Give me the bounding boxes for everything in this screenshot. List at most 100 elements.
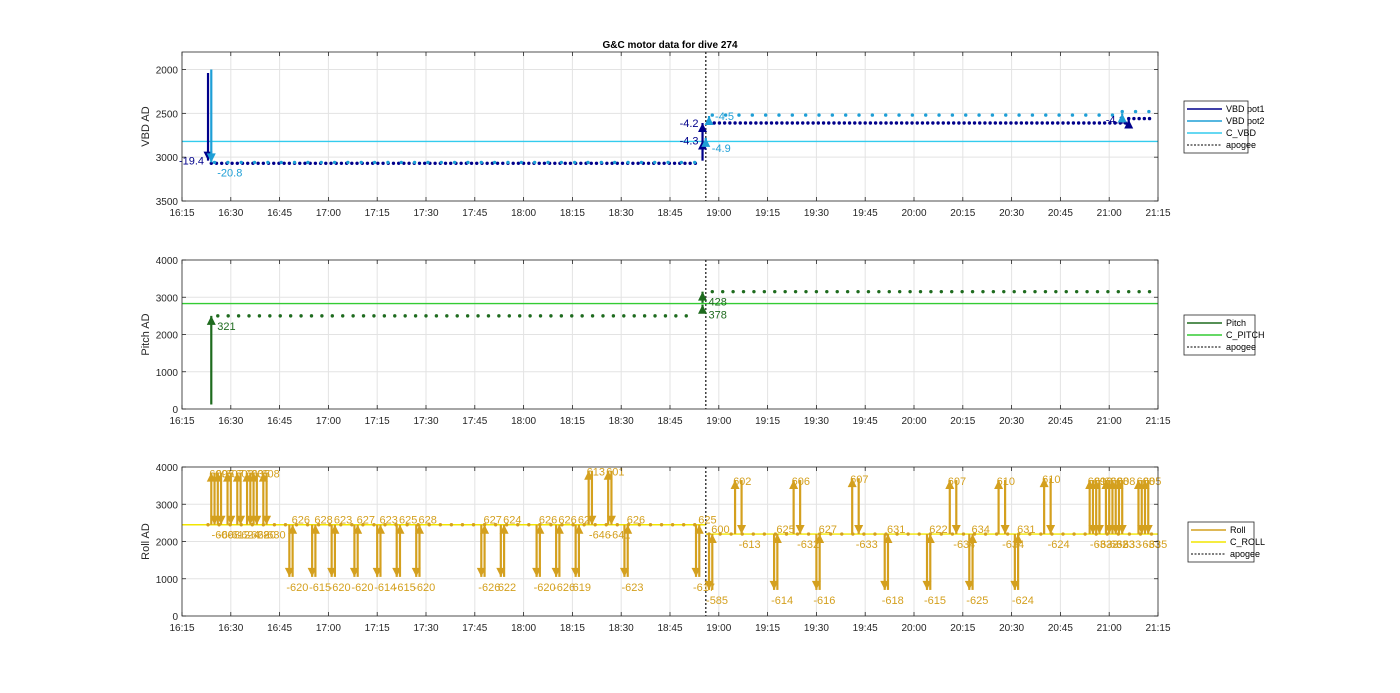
data-point-roll <box>994 532 999 536</box>
data-point-vbd-pot1 <box>339 161 344 166</box>
data-point-roll <box>283 523 288 527</box>
data-point-vbd-pot2 <box>306 160 310 165</box>
data-point-roll <box>840 532 844 536</box>
data-point-vbd-pot1 <box>722 121 727 125</box>
data-point-vbd-pot1 <box>287 161 292 166</box>
roll-label: 625 <box>698 515 716 527</box>
data-point-roll <box>316 523 321 527</box>
data-point-roll <box>493 523 498 527</box>
x-tick-label: 16:30 <box>218 208 243 219</box>
roll-label: -615 <box>394 582 416 594</box>
data-point-vbd-pot1 <box>672 161 677 166</box>
roll-label: 627 <box>484 515 502 527</box>
roll-center-arrow-head <box>236 515 246 525</box>
roll-center-arrow-head <box>587 515 597 525</box>
data-point-vbd-pot2 <box>386 160 390 165</box>
x-tick-label: 16:45 <box>267 623 292 634</box>
data-point-vbd-pot1 <box>396 161 401 166</box>
data-point-vbd-pot2 <box>266 160 270 165</box>
x-tick-label: 18:30 <box>609 208 634 219</box>
roll-center-arrow-head <box>262 515 272 525</box>
data-point-vbd-pot1 <box>925 121 930 125</box>
x-tick-label: 18:15 <box>560 416 585 427</box>
data-point-vbd-pot1 <box>1066 121 1070 125</box>
y-tick-label: 4000 <box>156 256 179 267</box>
data-point-pitch <box>752 289 756 294</box>
data-point-roll <box>895 532 899 536</box>
data-point-pitch <box>216 314 220 318</box>
data-point-vbd-pot2 <box>572 160 577 165</box>
data-point-roll <box>718 532 722 536</box>
data-point-vbd-pot1 <box>1132 116 1136 121</box>
data-point-vbd-pot2 <box>252 160 257 165</box>
data-point-pitch <box>403 314 407 318</box>
move-arrow-head <box>701 137 711 147</box>
roll-center-arrow-head <box>226 515 236 525</box>
x-tick-label: 20:45 <box>1048 416 1073 427</box>
data-point-roll <box>516 523 520 527</box>
x-tick-label: 20:00 <box>901 623 926 634</box>
data-point-pitch <box>887 289 891 294</box>
x-tick-label: 20:30 <box>999 416 1024 427</box>
data-point-pitch <box>413 314 418 318</box>
data-point-vbd-pot1 <box>827 121 831 125</box>
data-point-vbd-pot2 <box>937 113 941 117</box>
data-point-pitch <box>236 314 241 318</box>
x-tick-label: 19:45 <box>853 623 878 634</box>
roll-return-arrow-head <box>288 524 298 534</box>
roll-label: -620 <box>286 582 308 594</box>
roll-return-arrow-head <box>554 524 564 534</box>
move-label: -19.4 <box>179 156 204 168</box>
data-point-vbd-pot2 <box>790 113 795 117</box>
data-point-pitch <box>538 314 543 318</box>
roll-label: -620 <box>329 582 351 594</box>
data-point-vbd-pot2 <box>492 160 497 165</box>
data-point-pitch <box>257 314 262 318</box>
data-point-vbd-pot2 <box>666 160 670 165</box>
move-label: 428 <box>709 297 727 309</box>
data-point-vbd-pot1 <box>998 121 1003 125</box>
data-point-vbd-pot1 <box>905 121 909 125</box>
move-arrow-head <box>206 315 216 325</box>
data-point-vbd-pot2 <box>546 160 550 165</box>
roll-center-arrow-head <box>737 525 747 535</box>
data-point-pitch <box>663 314 668 318</box>
data-point-pitch <box>226 314 230 318</box>
data-point-pitch <box>622 314 626 318</box>
data-point-vbd-pot1 <box>1102 121 1107 125</box>
data-point-roll <box>206 523 210 527</box>
data-point-vbd-pot1 <box>811 121 815 125</box>
data-point-pitch <box>361 314 366 318</box>
data-point-pitch <box>1022 289 1027 294</box>
data-point-vbd-pot1 <box>683 161 687 166</box>
data-point-pitch <box>845 289 850 294</box>
roll-label: 622 <box>929 524 947 536</box>
roll-label: -632 <box>797 539 819 551</box>
data-point-roll <box>1149 532 1154 536</box>
data-point-roll <box>593 523 597 527</box>
data-point-pitch <box>476 314 480 318</box>
data-point-vbd-pot1 <box>712 121 716 125</box>
data-point-vbd-pot2 <box>626 160 630 165</box>
data-point-vbd-pot2 <box>883 113 888 117</box>
data-point-pitch <box>559 314 564 318</box>
data-point-vbd-pot1 <box>1056 121 1060 125</box>
x-tick-label: 20:00 <box>901 416 926 427</box>
data-point-pitch <box>991 289 996 294</box>
data-point-vbd-pot2 <box>332 160 337 165</box>
data-point-vbd-pot2 <box>857 113 861 117</box>
x-tick-label: 21:15 <box>1145 416 1170 427</box>
data-point-vbd-pot2 <box>586 160 590 165</box>
data-point-vbd-pot1 <box>915 121 919 125</box>
data-point-vbd-pot1 <box>967 121 972 125</box>
data-point-roll <box>648 523 653 527</box>
data-point-vbd-pot2 <box>1030 113 1035 117</box>
data-point-vbd-pot1 <box>1076 121 1081 125</box>
x-tick-label: 18:45 <box>657 623 682 634</box>
data-point-vbd-pot2 <box>506 160 510 165</box>
data-point-vbd-pot1 <box>610 161 614 166</box>
x-tick-label: 18:00 <box>511 623 536 634</box>
data-point-pitch <box>1147 289 1152 294</box>
